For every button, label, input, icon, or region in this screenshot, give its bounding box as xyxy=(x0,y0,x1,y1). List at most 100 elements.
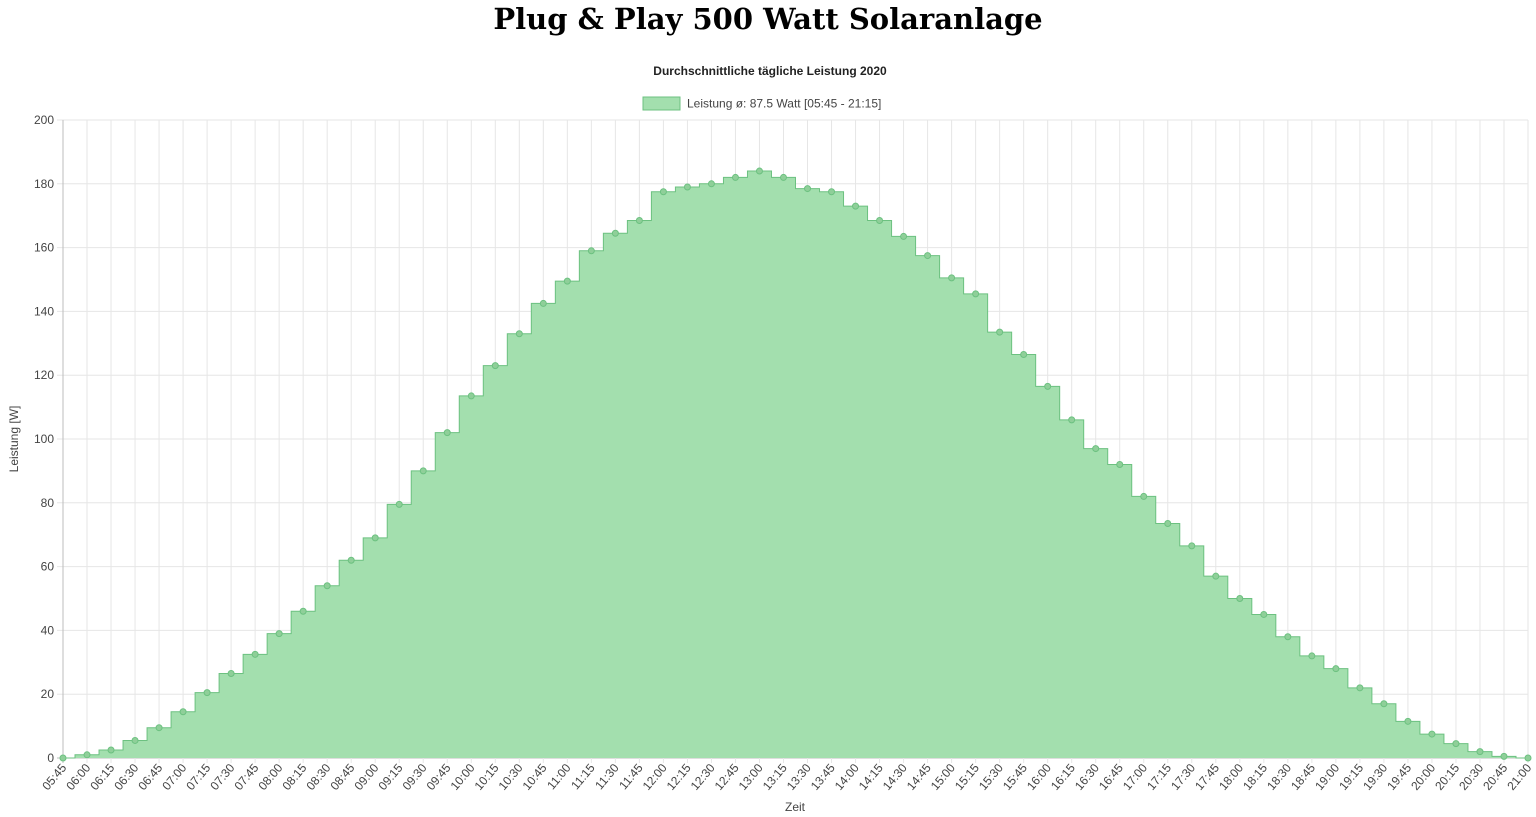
x-tick-label: 15:15 xyxy=(952,761,982,793)
data-point[interactable] xyxy=(1500,752,1508,760)
x-tick-label: 16:45 xyxy=(1096,761,1126,793)
data-point[interactable] xyxy=(467,392,475,400)
x-tick-label: 06:30 xyxy=(111,761,141,793)
data-point[interactable] xyxy=(227,669,235,677)
data-point[interactable] xyxy=(1140,492,1148,500)
x-tick-label: 20:00 xyxy=(1408,761,1438,793)
data-point[interactable] xyxy=(1212,572,1220,580)
x-tick-label: 07:15 xyxy=(183,761,213,793)
data-point[interactable] xyxy=(275,630,283,638)
x-tick-label: 19:30 xyxy=(1360,761,1390,793)
data-point[interactable] xyxy=(779,173,787,181)
x-tick-label: 17:15 xyxy=(1144,761,1174,793)
data-point[interactable] xyxy=(1020,350,1028,358)
data-point[interactable] xyxy=(659,188,667,196)
data-point[interactable] xyxy=(1236,595,1244,602)
data-point[interactable] xyxy=(131,736,139,744)
data-point[interactable] xyxy=(1092,445,1100,453)
data-point[interactable] xyxy=(852,202,860,210)
data-point[interactable] xyxy=(1380,700,1388,708)
data-point[interactable] xyxy=(1164,520,1172,528)
data-point[interactable] xyxy=(347,556,355,564)
x-tick-label: 14:45 xyxy=(904,761,934,793)
data-point[interactable] xyxy=(707,180,715,188)
y-tick-label: 140 xyxy=(34,304,54,318)
data-point[interactable] xyxy=(1476,748,1484,756)
data-point[interactable] xyxy=(948,274,956,282)
data-point[interactable] xyxy=(731,173,739,181)
y-tick-label: 100 xyxy=(34,432,54,446)
chart-title: Durchschnittliche tägliche Leistung 2020 xyxy=(653,64,887,78)
data-point[interactable] xyxy=(443,429,451,437)
data-point[interactable] xyxy=(155,724,163,732)
x-tick-label: 11:00 xyxy=(544,761,574,793)
data-point[interactable] xyxy=(1284,633,1292,641)
x-tick-label: 19:45 xyxy=(1384,761,1414,793)
legend[interactable]: Leistung ø: 87.5 Watt [05:45 - 21:15] xyxy=(642,96,881,111)
x-tick-label: 13:45 xyxy=(808,761,838,793)
data-point[interactable] xyxy=(59,754,67,762)
x-tick-label: 05:45 xyxy=(39,761,69,793)
data-point[interactable] xyxy=(635,216,643,224)
data-point[interactable] xyxy=(1188,542,1196,550)
data-point[interactable] xyxy=(1428,730,1436,738)
data-point[interactable] xyxy=(587,247,595,255)
data-point[interactable] xyxy=(323,582,331,590)
data-point[interactable] xyxy=(491,362,499,370)
data-point[interactable] xyxy=(371,534,379,542)
data-point[interactable] xyxy=(1044,382,1052,390)
data-point[interactable] xyxy=(972,290,980,298)
x-tick-label: 13:15 xyxy=(760,761,790,793)
data-point[interactable] xyxy=(563,277,571,285)
data-point[interactable] xyxy=(1308,652,1316,660)
x-tick-label: 19:00 xyxy=(1312,761,1342,793)
data-point[interactable] xyxy=(876,216,884,224)
series-area xyxy=(63,170,1528,759)
data-point[interactable] xyxy=(1068,416,1076,424)
x-tick-label: 06:15 xyxy=(87,761,117,793)
y-tick-label: 120 xyxy=(34,368,54,382)
x-tick-label: 07:30 xyxy=(207,761,237,793)
data-point[interactable] xyxy=(755,167,763,175)
data-point[interactable] xyxy=(1524,754,1532,762)
data-point[interactable] xyxy=(1404,717,1412,725)
data-point[interactable] xyxy=(251,650,259,658)
data-point[interactable] xyxy=(1116,461,1124,469)
x-tick-label: 13:00 xyxy=(736,761,766,793)
data-point[interactable] xyxy=(395,500,403,508)
x-tick-label: 21:00 xyxy=(1504,761,1534,793)
data-point[interactable] xyxy=(1332,665,1340,673)
x-tick-label: 16:00 xyxy=(1024,761,1054,793)
series-fill xyxy=(63,171,1528,759)
data-point[interactable] xyxy=(299,607,307,615)
legend-swatch xyxy=(642,96,681,111)
data-point[interactable] xyxy=(419,467,427,475)
data-point[interactable] xyxy=(1260,610,1268,618)
data-point[interactable] xyxy=(107,746,115,754)
x-tick-label: 14:00 xyxy=(832,761,862,793)
data-point[interactable] xyxy=(900,232,908,240)
data-point[interactable] xyxy=(83,751,91,759)
data-point[interactable] xyxy=(179,708,187,716)
y-tick-label: 160 xyxy=(34,241,54,255)
x-tick-label: 18:30 xyxy=(1264,761,1294,793)
y-axis-ticks: 0 20 40 60 80 100 120 140 160 180 200 xyxy=(34,113,54,765)
data-point[interactable] xyxy=(683,183,691,191)
data-point[interactable] xyxy=(515,330,523,338)
data-point[interactable] xyxy=(203,689,211,697)
page-title: Plug & Play 500 Watt Solaranlage xyxy=(493,2,1043,36)
data-point[interactable] xyxy=(1356,684,1364,692)
x-tick-label: 11:45 xyxy=(616,761,646,793)
data-point[interactable] xyxy=(539,299,547,307)
x-tick-label: 15:00 xyxy=(928,761,958,793)
data-point[interactable] xyxy=(924,252,932,260)
x-tick-label: 15:30 xyxy=(976,761,1006,793)
data-point[interactable] xyxy=(804,185,812,193)
data-point[interactable] xyxy=(1452,740,1460,748)
x-tick-label: 12:30 xyxy=(688,761,718,793)
data-point[interactable] xyxy=(996,328,1004,336)
data-point[interactable] xyxy=(611,229,619,237)
data-point[interactable] xyxy=(828,188,836,196)
x-tick-label: 19:15 xyxy=(1336,761,1366,793)
